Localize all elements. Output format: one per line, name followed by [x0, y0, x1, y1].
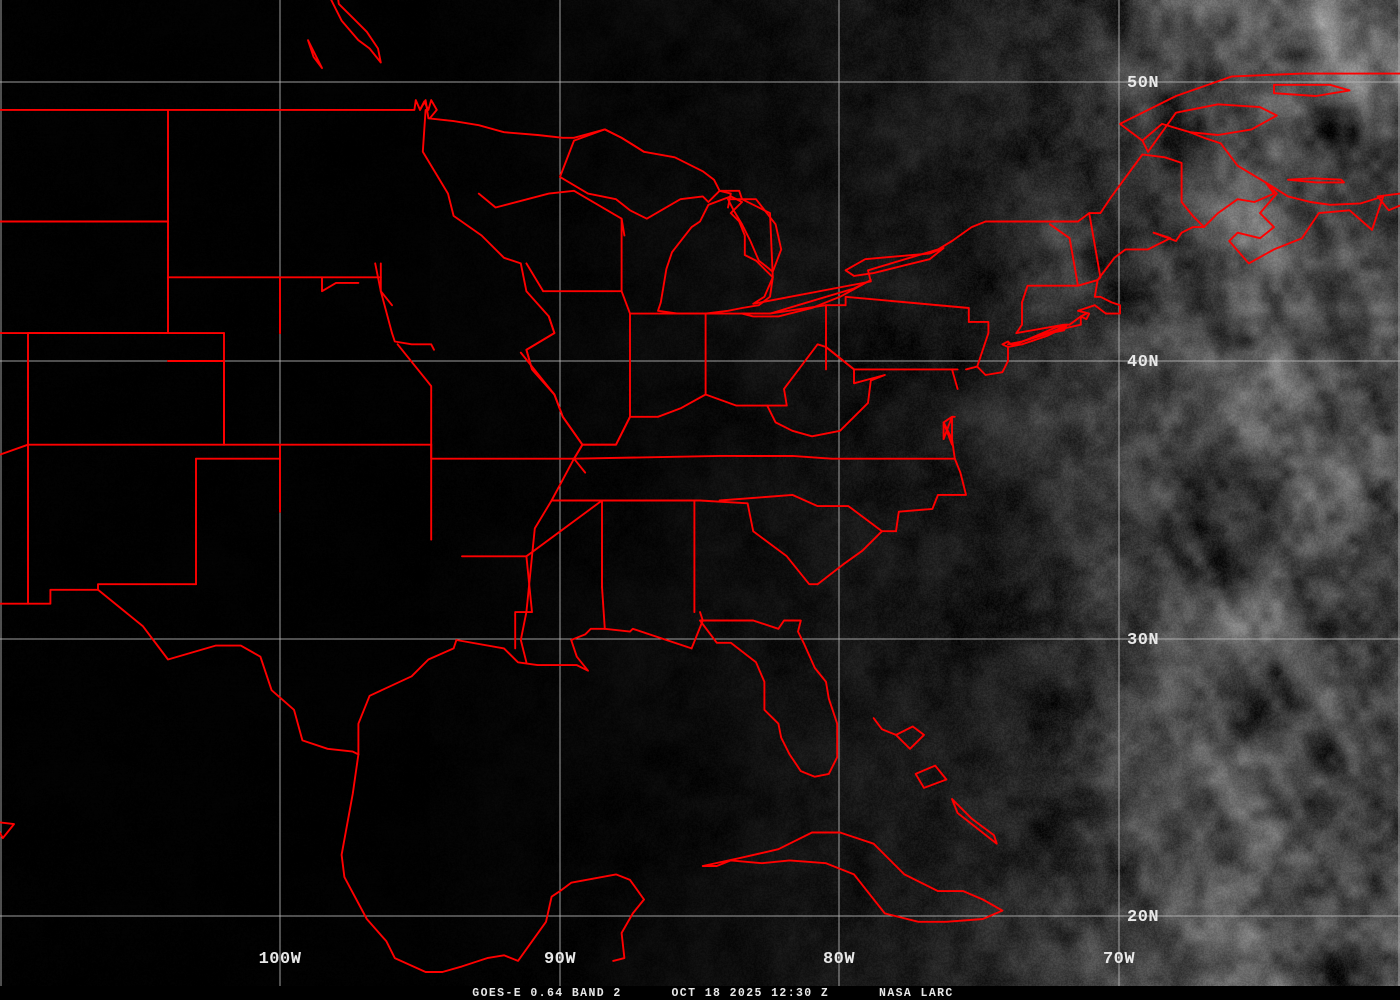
- svg-text:30N: 30N: [1127, 631, 1159, 650]
- svg-text:90W: 90W: [544, 950, 576, 969]
- svg-text:100W: 100W: [259, 950, 302, 969]
- svg-text:20N: 20N: [1127, 908, 1159, 927]
- svg-text:50N: 50N: [1127, 74, 1159, 93]
- svg-text:40N: 40N: [1127, 353, 1159, 372]
- svg-text:70W: 70W: [1103, 950, 1135, 969]
- svg-text:80W: 80W: [823, 950, 855, 969]
